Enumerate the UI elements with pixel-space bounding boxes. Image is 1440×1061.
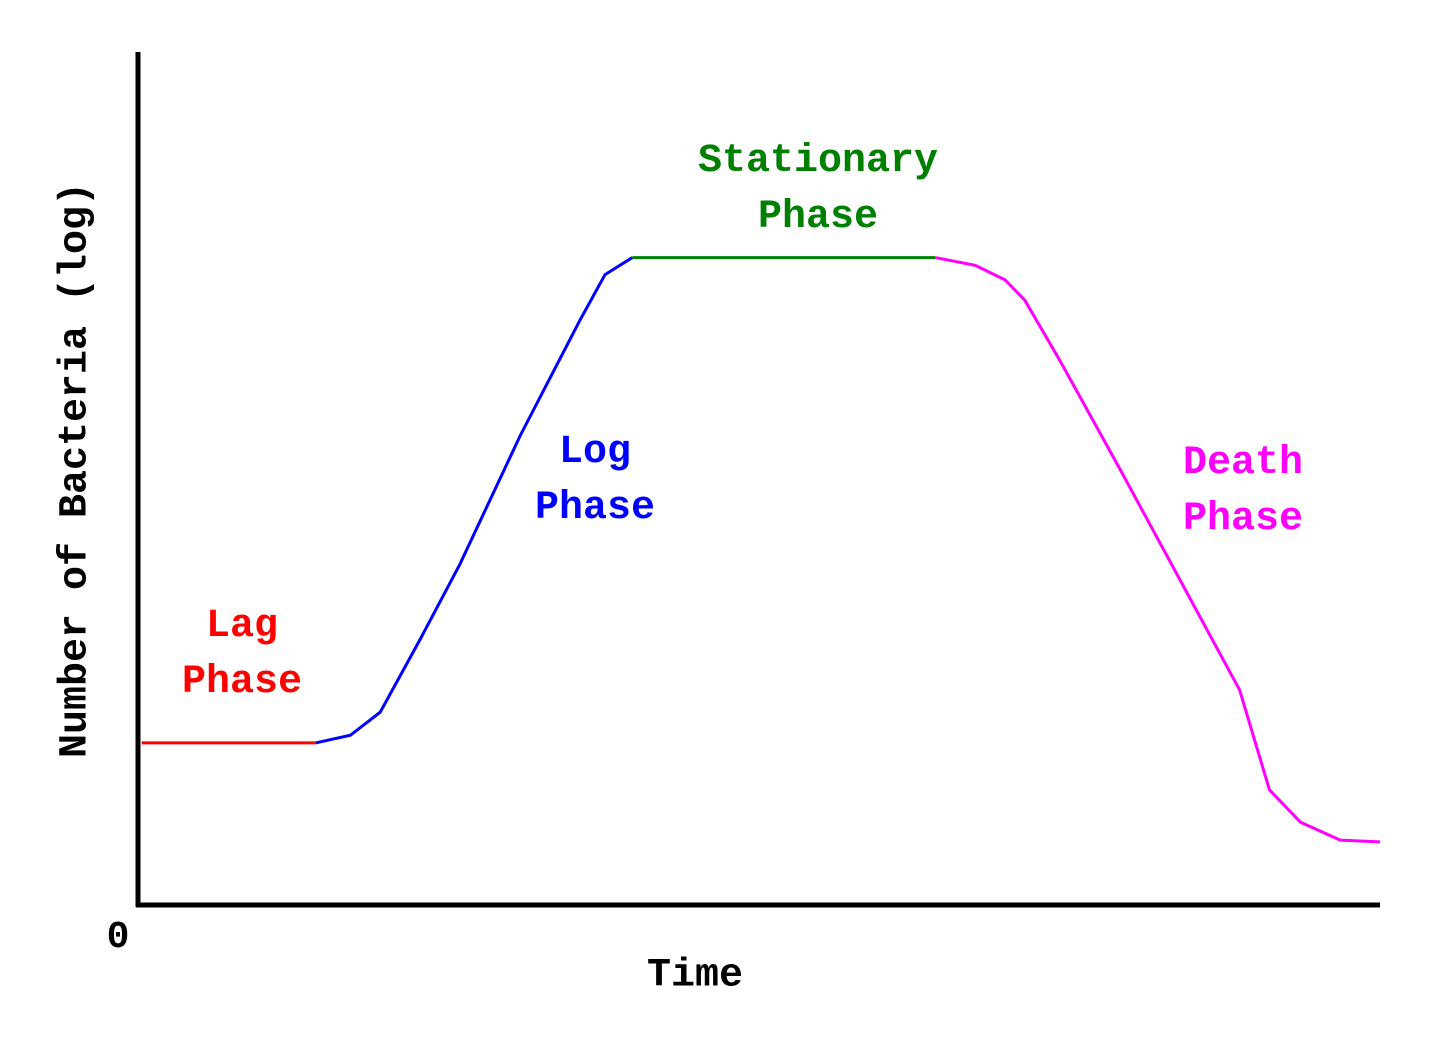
growth-curve: [935, 256, 1381, 844]
growth-curve: [315, 256, 634, 745]
phase-label: Stationary Phase: [697, 139, 939, 240]
phase-label: Log Phase: [534, 430, 656, 531]
phase-label: Death Phase: [1182, 441, 1304, 542]
phase-label: Lag Phase: [181, 604, 303, 705]
x-tick-label: 0: [107, 916, 130, 959]
x-axis-label: Time: [647, 954, 743, 999]
y-axis-label: Number of Bacteria (log): [54, 182, 99, 758]
